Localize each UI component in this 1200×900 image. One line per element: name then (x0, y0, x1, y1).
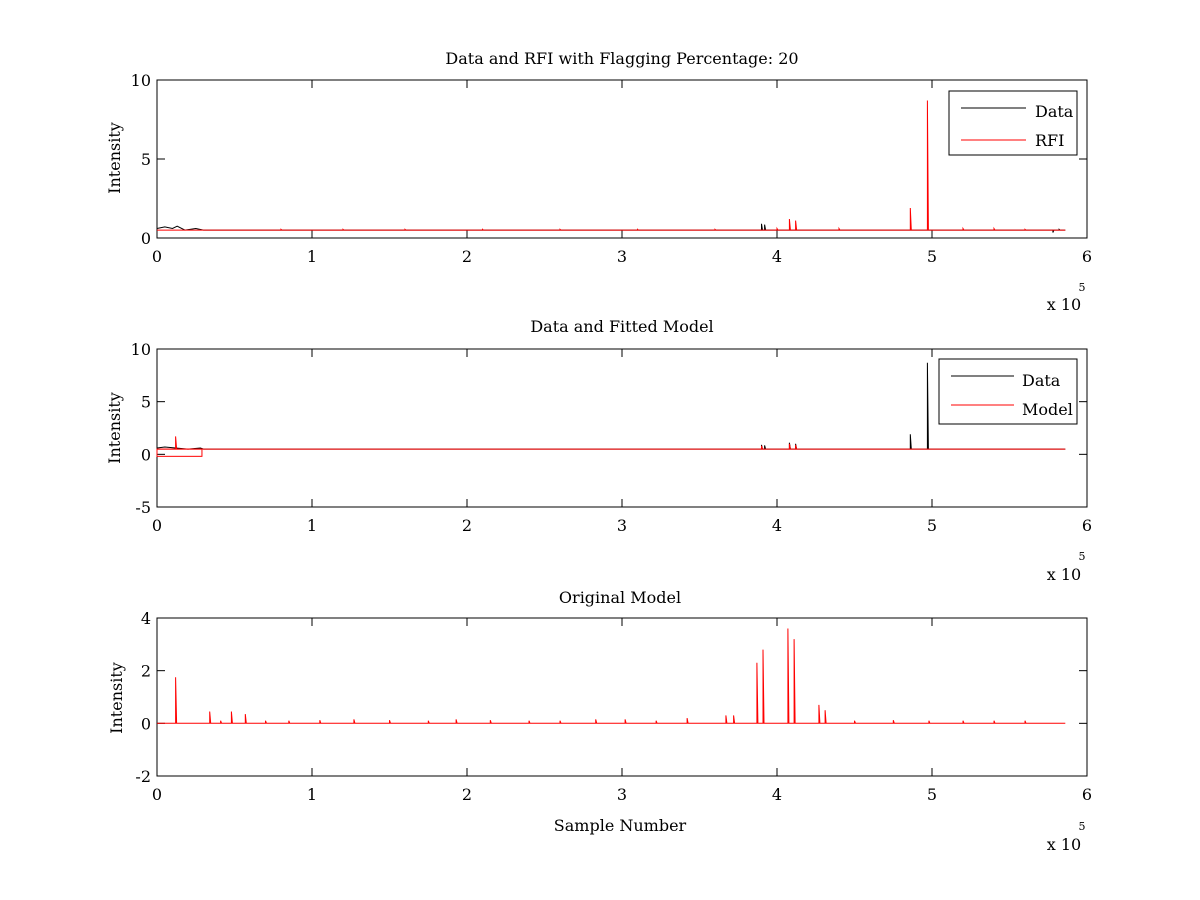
legend-label-rfi: RFI (1035, 131, 1064, 150)
panel-original-model: Original Model Intensity Sample Number 0… (107, 588, 1092, 854)
x-tick-label: 6 (1082, 785, 1092, 804)
x-tick-label: 3 (617, 516, 627, 535)
panel-title: Data and RFI with Flagging Percentage: 2… (445, 49, 798, 68)
series-model-line (157, 628, 1066, 724)
x-tick-label: 3 (617, 785, 627, 804)
x-tick-label: 0 (152, 785, 162, 804)
y-tick-label: 4 (141, 609, 151, 628)
x-tick-label: 5 (927, 247, 937, 266)
series-rfi-line (157, 100, 1066, 231)
y-tick-label: 2 (141, 662, 151, 681)
x-tick-label: 4 (772, 247, 782, 266)
legend-label-data: Data (1035, 102, 1074, 121)
x-tick-label: 0 (152, 516, 162, 535)
x-tick-label: 1 (307, 516, 317, 535)
y-tick-label: 10 (131, 71, 151, 90)
legend-box (938, 358, 1078, 425)
panel-title: Original Model (559, 588, 681, 607)
x-tick-label: 6 (1082, 247, 1092, 266)
y-axis-label: Intensity (105, 392, 124, 464)
y-tick-label: -5 (135, 498, 151, 517)
x-tick-label: 4 (772, 785, 782, 804)
y-tick-label: 5 (141, 393, 151, 412)
y-axis-label: Intensity (107, 662, 126, 734)
y-tick-label: 5 (141, 150, 151, 169)
x-multiplier: x 10 (1047, 835, 1081, 854)
x-tick-label: 1 (307, 247, 317, 266)
panel-data-model: Data and Fitted Model Intensity 0 1 2 3 4 5 6 -… (105, 317, 1092, 584)
x-multiplier: x 10 (1047, 565, 1081, 584)
plot-area: 0 1 2 3 4 5 6 0 5 10 (131, 71, 1092, 266)
x-tick-label: 6 (1082, 516, 1092, 535)
x-tick-label: 5 (927, 785, 937, 804)
x-tick-label: 3 (617, 247, 627, 266)
x-tick-label: 0 (152, 247, 162, 266)
x-multiplier: x 10 (1047, 295, 1081, 314)
legend-box (948, 90, 1078, 156)
x-tick-label: 1 (307, 785, 317, 804)
x-tick-label: 2 (462, 516, 472, 535)
legend: Data Model (938, 358, 1078, 425)
x-tick-label: 2 (462, 785, 472, 804)
y-tick-label: 0 (141, 714, 151, 733)
series-model-line (157, 436, 1066, 450)
y-tick-label: -2 (135, 767, 151, 786)
x-tick-label: 5 (927, 516, 937, 535)
x-tick-label: 2 (462, 247, 472, 266)
legend-label-model: Model (1022, 400, 1073, 419)
x-tick-label: 4 (772, 516, 782, 535)
legend: Data RFI (948, 90, 1078, 156)
y-tick-label: 10 (131, 340, 151, 359)
series-model-step (156, 448, 203, 457)
panel-data-rfi: Data and RFI with Flagging Percentage: 2… (105, 49, 1092, 314)
y-tick-label: 0 (141, 445, 151, 464)
x-exponent: 5 (1079, 550, 1086, 563)
x-exponent: 5 (1079, 820, 1086, 833)
panel-title: Data and Fitted Model (530, 317, 713, 336)
legend-label-data: Data (1022, 371, 1061, 390)
y-tick-label: 0 (141, 229, 151, 248)
x-axis-label: Sample Number (554, 816, 687, 835)
x-exponent: 5 (1079, 281, 1086, 294)
y-axis-label: Intensity (105, 122, 124, 194)
